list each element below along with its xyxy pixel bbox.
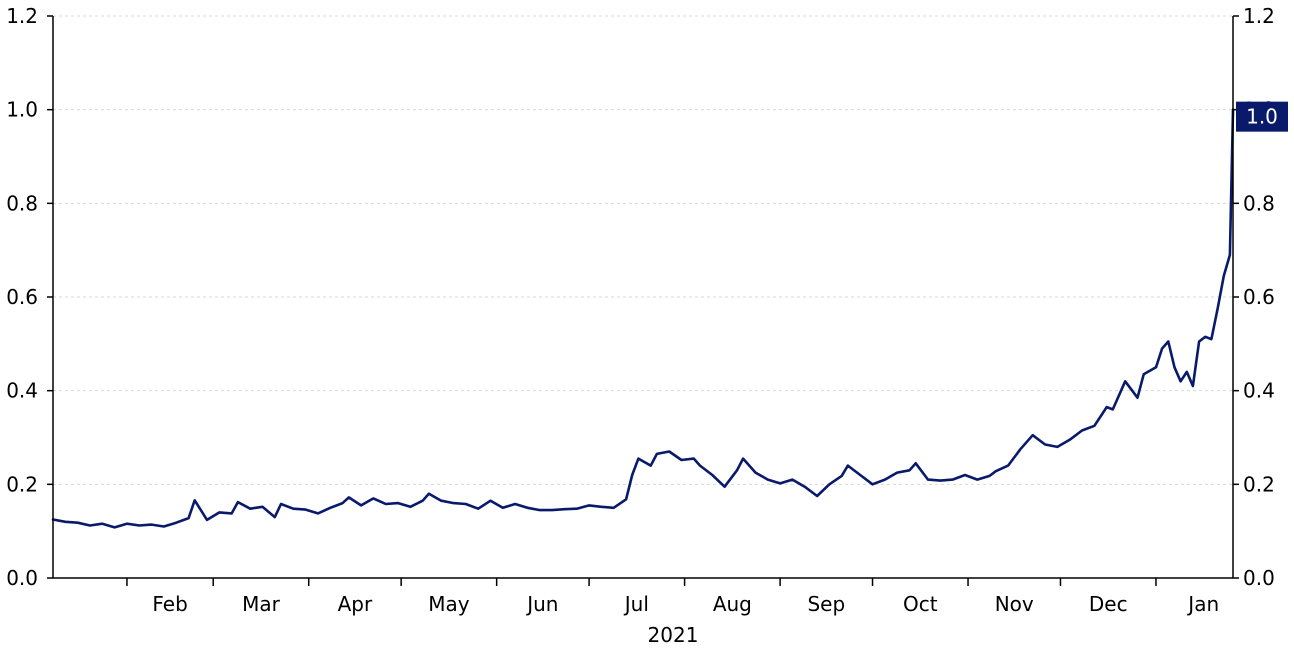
y-tick-label-left: 0.2 — [6, 472, 38, 496]
y-tick-label-right: 0.0 — [1243, 566, 1275, 590]
gridlines — [53, 15, 1233, 485]
y-tick-label-left: 0.4 — [6, 379, 38, 403]
y-axis-left-labels: 0.0 0.2 0.4 0.6 0.8 1.0 1.2 — [6, 4, 38, 590]
x-tick-label: Aug — [713, 592, 752, 616]
last-value-label-text: 1.0 — [1246, 105, 1278, 129]
y-tick-label-right: 0.4 — [1243, 379, 1275, 403]
x-tick-label: Mar — [242, 592, 281, 616]
x-tick-label: May — [428, 592, 470, 616]
x-axis-labels: Feb Mar Apr May Jun Jul Aug Sep Oct Nov Dec Jan — [152, 592, 1219, 616]
x-tick-label: Jan — [1186, 592, 1219, 616]
y-tick-label-left: 0.8 — [6, 191, 38, 215]
x-tick-label: Oct — [903, 592, 938, 616]
x-tick-label: Sep — [807, 592, 845, 616]
y-tick-label-left: 1.2 — [6, 4, 38, 28]
x-tick-label: Dec — [1089, 592, 1128, 616]
x-tick-label: Apr — [338, 592, 373, 616]
y-tick-label-right: 0.2 — [1243, 472, 1275, 496]
y-tick-label-right: 0.6 — [1243, 285, 1275, 309]
x-tick-label: Jul — [623, 592, 649, 616]
y-tick-label-right: 0.8 — [1243, 191, 1275, 215]
series-line-0 — [51, 108, 1235, 529]
axes — [47, 15, 1239, 586]
x-tick-label: Nov — [995, 592, 1034, 616]
x-axis-year-label: 2021 — [648, 623, 699, 647]
y-tick-label-left: 1.0 — [6, 98, 38, 122]
x-tick-label: Jun — [525, 592, 558, 616]
series-group — [51, 108, 1235, 529]
y-tick-label-left: 0.0 — [6, 566, 38, 590]
y-tick-label-right: 1.2 — [1243, 4, 1275, 28]
last-value-label-background — [1236, 101, 1288, 132]
x-tick-label: Feb — [152, 592, 187, 616]
last-value-label: 1.0 — [1236, 101, 1288, 132]
y-axis-right-labels: 0.0 0.2 0.4 0.6 0.8 1.0 1.2 — [1243, 4, 1275, 590]
y-tick-label-left: 0.6 — [6, 285, 38, 309]
